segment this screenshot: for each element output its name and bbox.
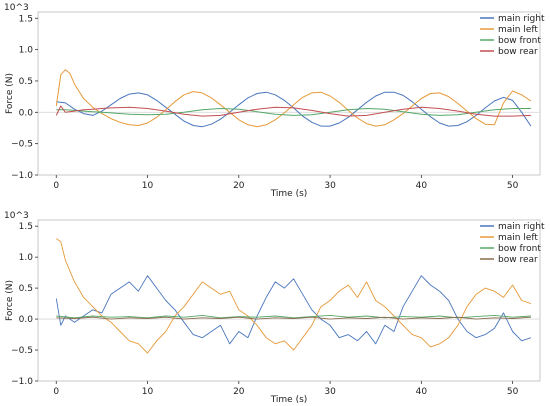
- x-tick-label: 20: [233, 181, 245, 191]
- y-axis-label: Force (N): [5, 280, 15, 321]
- x-tick-label: 10: [142, 181, 154, 191]
- legend-entry-main-left: main left: [498, 25, 538, 35]
- y-scale-label: 10^3: [4, 211, 29, 221]
- y-tick-label: 1.5: [19, 222, 33, 232]
- y-tick-label: −1.0: [11, 171, 33, 181]
- y-scale-label: 10^3: [4, 3, 29, 13]
- chart-panel-1: 10^3 −1.0 −0.5 0.0 0.5 1.0 1.5 0 10 20 30 40 50 Time …: [4, 3, 545, 199]
- y-tick-label: 0.0: [19, 108, 34, 118]
- x-tick-label: 30: [324, 181, 336, 191]
- x-tick-label: 30: [324, 387, 336, 397]
- plot-frame: [37, 219, 541, 382]
- y-tick-label: 1.0: [19, 253, 34, 263]
- series-line-main-right: [56, 91, 532, 128]
- y-tick-label: −0.5: [11, 140, 33, 150]
- x-axis-label: Time (s): [270, 395, 308, 405]
- x-tick-label: 0: [53, 387, 59, 397]
- x-axis-label: Time (s): [270, 189, 308, 199]
- x-tick-label: 0: [53, 181, 59, 191]
- x-tick-label: 40: [416, 387, 428, 397]
- legend-entry-main-left: main left: [498, 233, 538, 243]
- y-tick-label: −0.5: [11, 346, 33, 356]
- legend-entry-main-right: main right: [498, 222, 545, 232]
- chart-panel-2: 10^3 −1.0 −0.5 0.0 0.5 1.0 1.5 0 10 20 30 40 50 Time …: [4, 211, 545, 405]
- x-tick-label: 40: [416, 181, 428, 191]
- x-tick-label: 50: [507, 181, 519, 191]
- legend-entry-bow-front: bow front: [498, 244, 541, 254]
- legend-entry-main-right: main right: [498, 14, 545, 24]
- series-line-main-left: [55, 69, 532, 128]
- series-line-main-left: [56, 238, 532, 354]
- x-tick-label: 20: [233, 387, 245, 397]
- y-tick-label: 1.0: [19, 46, 34, 56]
- y-tick-label: 0.5: [19, 284, 33, 294]
- series-line-bow-rear: [56, 316, 531, 320]
- x-tick-label: 50: [507, 387, 519, 397]
- y-tick-label: 1.5: [19, 14, 33, 24]
- plot-frame: [37, 11, 541, 176]
- legend-entry-bow-rear: bow rear: [498, 47, 538, 57]
- y-tick-label: 0.5: [19, 77, 33, 87]
- x-tick-label: 10: [142, 387, 154, 397]
- series-line-main-right: [55, 275, 532, 345]
- y-tick-label: 0.0: [19, 315, 34, 325]
- y-tick-label: −1.0: [11, 377, 33, 387]
- y-axis-label: Force (N): [5, 73, 15, 114]
- series-line-bow-rear: [55, 105, 531, 117]
- legend-entry-bow-rear: bow rear: [498, 255, 538, 265]
- series-line-bow-front: [56, 108, 531, 116]
- legend-entry-bow-front: bow front: [498, 36, 541, 46]
